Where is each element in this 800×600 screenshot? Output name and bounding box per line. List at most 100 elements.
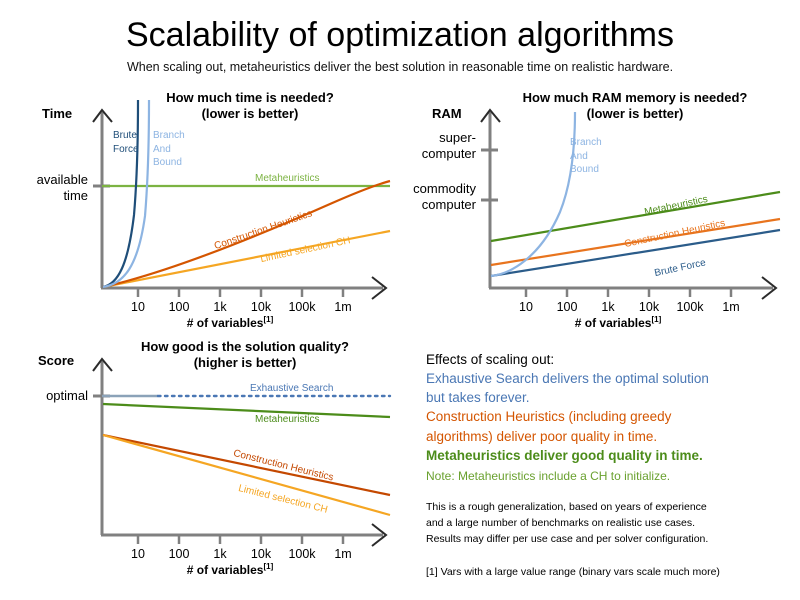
chart-quality-label-metaheuristics: Metaheuristics — [255, 414, 320, 425]
chart-time: How much time is needed? (lower is bette… — [0, 0, 410, 330]
chart-ram-title-line1: How much RAM memory is needed? — [522, 90, 748, 105]
chart-time-ytick-available-time: available time — [0, 172, 88, 203]
label-text: And — [570, 150, 588, 162]
ytick-line2: computer — [421, 145, 476, 161]
label-text: And — [153, 143, 171, 155]
chart-quality-graphics — [92, 357, 392, 547]
chart-ram-title: How much RAM memory is needed? (lower is… — [485, 90, 785, 123]
chart-time-title-line1: How much time is needed? — [166, 90, 334, 105]
chart-ram-xtick-0: 10 — [519, 300, 533, 314]
chart-time-y-axis-name: Time — [42, 106, 73, 121]
x-axis-label-sup: [1] — [263, 315, 274, 324]
chart-quality-xtick-0: 10 — [131, 547, 145, 561]
ytick-line1: available — [36, 172, 88, 187]
x-axis-label-sup: [1] — [651, 315, 662, 324]
x-axis-label-text: # of variables — [186, 563, 264, 577]
footnote-1: [1] Vars with a large value range (binar… — [426, 566, 720, 578]
chart-quality-xtick-4: 100k — [288, 547, 316, 561]
ytick-line1: optimal — [46, 388, 88, 403]
chart-time-xtick-4: 100k — [288, 300, 316, 314]
chart-ram-title-line2: (lower is better) — [586, 106, 684, 122]
chart-ram-label-branch-and-bound: Branch And Bound — [570, 136, 602, 177]
chart-quality-label-exhaustive-search: Exhaustive Search — [250, 383, 334, 394]
chart-ram-ytick-commodity-computer: commodity computer — [400, 181, 476, 212]
chart-time-axes — [92, 108, 388, 300]
chart-quality-title-line2: (higher is better) — [193, 355, 297, 371]
effects-panel: Effects of scaling out: Exhaustive Searc… — [426, 350, 794, 485]
chart-ram-series-metaheuristics — [490, 190, 781, 243]
chart-time-x-axis-label: # of variables[1] — [150, 315, 310, 330]
chart-ram-series-construction-heuristics — [490, 217, 781, 267]
chart-quality-y-axis-name: Score — [38, 353, 75, 368]
chart-quality-xtick-1: 100 — [168, 547, 190, 561]
ytick-line1: commodity — [413, 181, 476, 196]
chart-ram-xtick-4: 100k — [676, 300, 704, 314]
chart-time-xtick-0: 10 — [131, 300, 145, 314]
chart-quality-series-construction-heuristics — [102, 433, 391, 497]
chart-ram-y-axis-name: RAM — [432, 106, 462, 121]
effects-heading: Effects of scaling out: — [426, 352, 555, 367]
chart-time-graphics — [92, 99, 391, 300]
x-axis-label-sup: [1] — [263, 562, 274, 571]
chart-quality-xtick-2: 1k — [213, 547, 227, 561]
chart-ram-graphics — [480, 108, 781, 300]
chart-ram-x-axis-label: # of variables[1] — [538, 315, 698, 330]
label-text: Branch — [570, 137, 602, 148]
chart-time-xtick-5: 1m — [334, 300, 352, 314]
label-text: Bound — [570, 164, 599, 175]
chart-quality-series-metaheuristics — [102, 402, 391, 419]
ytick-line2: computer — [421, 196, 476, 212]
chart-time-series-construction-heuristics — [102, 179, 391, 289]
label-text: Brute — [113, 130, 137, 141]
chart-time-title: How much time is needed? (lower is bette… — [105, 90, 395, 123]
chart-time-label-branch-and-bound: Branch And Bound — [153, 129, 185, 170]
chart-quality-xtick-5: 1m — [334, 547, 352, 561]
disclaimer-line-2: and a large number of benchmarks on real… — [426, 516, 696, 529]
chart-time-xtick-2: 1k — [213, 300, 227, 314]
chart-ram: How much RAM memory is needed? (lower is… — [400, 0, 800, 330]
chart-quality-x-axis-label: # of variables[1] — [150, 562, 310, 577]
chart-ram-xtick-2: 1k — [601, 300, 615, 314]
effects-line-construction-2: algorithms) deliver poor quality in time… — [426, 428, 658, 444]
page-subtitle: When scaling out, metaheuristics deliver… — [126, 60, 674, 74]
x-axis-label-text: # of variables — [574, 316, 652, 330]
chart-time-xtick-1: 100 — [168, 300, 190, 314]
disclaimer: This is a rough generalization, based on… — [426, 500, 794, 547]
chart-quality-title-line1: How good is the solution quality? — [141, 339, 349, 354]
chart-quality: How good is the solution quality? (highe… — [0, 330, 410, 600]
chart-quality-axes — [92, 357, 388, 547]
chart-ram-series-brute-force — [490, 228, 781, 278]
chart-ram-ytick-supercomputer: super- computer — [400, 130, 476, 161]
disclaimer-line-1: This is a rough generalization, based on… — [426, 501, 707, 513]
chart-time-series-limited-selection-ch — [102, 229, 391, 289]
chart-time-series-branch-and-bound — [102, 99, 151, 289]
x-axis-label-text: # of variables — [186, 316, 264, 330]
ytick-line2: time — [63, 187, 88, 203]
label-text: Bound — [153, 157, 182, 168]
chart-quality-xtick-3: 10k — [250, 547, 272, 561]
chart-quality-series-limited-selection-ch — [102, 433, 391, 517]
chart-ram-xtick-5: 1m — [722, 300, 740, 314]
effects-line-exhaustive-1: Exhaustive Search delivers the optimal s… — [426, 371, 709, 387]
chart-ram-xtick-3: 10k — [638, 300, 660, 314]
chart-time-label-metaheuristics: Metaheuristics — [255, 173, 320, 184]
effects-line-metaheuristics: Metaheuristics deliver good quality in t… — [426, 447, 703, 463]
chart-quality-title: How good is the solution quality? (highe… — [95, 339, 395, 372]
chart-time-label-brute-force: Brute Force — [113, 129, 139, 156]
chart-ram-series-branch-and-bound — [490, 111, 577, 278]
effects-line-construction-1: Construction Heuristics (including greed… — [426, 409, 672, 425]
chart-time-title-line2: (lower is better) — [201, 106, 299, 122]
ytick-line1: super- — [439, 130, 476, 145]
effects-line-exhaustive-2: but takes forever. — [426, 390, 530, 406]
page-title: Scalability of optimization algorithms — [125, 16, 675, 54]
effects-note: Note: Metaheuristics include a CH to ini… — [426, 468, 671, 483]
label-text: Force — [113, 143, 139, 155]
chart-time-series-brute-force — [102, 99, 140, 289]
label-text: Branch — [153, 130, 185, 141]
chart-quality-ytick-optimal: optimal — [0, 388, 88, 404]
chart-ram-xtick-1: 100 — [556, 300, 578, 314]
chart-ram-axes — [480, 108, 778, 300]
chart-time-xtick-3: 10k — [250, 300, 272, 314]
disclaimer-line-3: Results may differ per use case and per … — [426, 532, 709, 545]
